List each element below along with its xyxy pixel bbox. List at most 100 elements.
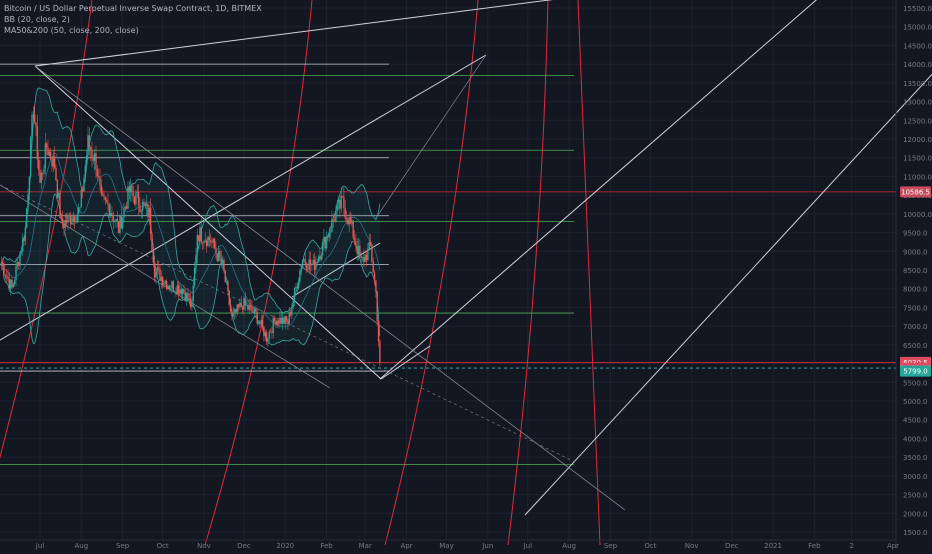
candle-body (323, 236, 325, 242)
candle-body (163, 282, 165, 286)
candle-body (344, 208, 346, 218)
candle-body (329, 231, 332, 233)
candle-body (44, 143, 47, 169)
candle-body (376, 291, 378, 322)
price-axis[interactable]: 15500.0 15000.0 14500.0 14000.0 13500.0 13000… (895, 0, 932, 550)
candle-body (176, 285, 178, 295)
candle-body (121, 217, 124, 229)
candle-body (247, 304, 249, 310)
candle-body (372, 261, 374, 273)
candle-body (16, 262, 19, 267)
candle-body (123, 208, 125, 218)
candle-body (29, 136, 32, 177)
candle-body (17, 262, 20, 266)
candle-body (303, 259, 305, 261)
price-badge-bg (900, 365, 931, 377)
candle-body (328, 232, 330, 238)
candle-body (316, 261, 318, 263)
candle-body (96, 169, 99, 177)
time-tick-label: Dec (725, 542, 739, 550)
candle-body (256, 311, 258, 324)
candle-body (145, 203, 148, 207)
pitchfork-median (0, 54, 487, 341)
time-axis[interactable]: Jul Aug Sep Oct Nov Dec 2020 Feb Mar Apr May Jun Jul… (0, 539, 899, 550)
candle-body (292, 300, 294, 308)
candle-body (12, 284, 15, 288)
candle-body (205, 240, 208, 247)
candle-body (356, 246, 358, 254)
candle-body (249, 305, 252, 307)
candle-body (219, 250, 221, 258)
candle-body (229, 304, 232, 312)
candle-body (171, 281, 173, 289)
time-tick-label: Apr (400, 542, 412, 550)
candle-body (167, 285, 169, 289)
candle-body (49, 151, 52, 160)
candle-body (28, 176, 31, 195)
candle-body (375, 280, 377, 292)
time-tick-label: Jun (481, 542, 493, 550)
candle-body (237, 304, 240, 308)
fib-arc-4 (577, 0, 601, 546)
candle-body (315, 261, 317, 270)
price-tick-label: 15500.0 (903, 5, 932, 13)
candle-body (111, 212, 113, 216)
candle-body (327, 236, 329, 238)
candle-body (127, 186, 129, 209)
candle-body (47, 147, 49, 156)
time-tick-label: Oct (157, 542, 169, 550)
candle-body (373, 272, 376, 281)
candle-body (155, 270, 157, 278)
candle-body (233, 309, 236, 313)
price-tick-label: 4500.0 (903, 417, 928, 425)
candle-body (189, 298, 192, 308)
candle-body (211, 242, 213, 243)
candle-body (135, 192, 137, 205)
candle-body (347, 219, 349, 225)
price-tick-label: 12500.0 (903, 117, 932, 125)
candle-body (141, 201, 144, 211)
candle-body (69, 215, 72, 225)
time-tick-label: Nov (197, 542, 211, 550)
candle-body (187, 293, 189, 301)
legend-bb: BB (20, close, 2) (4, 15, 70, 24)
candle-body (20, 251, 23, 253)
price-tick-label: 8000.0 (903, 286, 928, 294)
candle-body (95, 153, 97, 170)
candle-body (89, 146, 92, 151)
pitchfork-outer (524, 73, 932, 516)
candle-body (336, 202, 338, 212)
price-tick-label: 3000.0 (903, 473, 928, 481)
candle-body (84, 165, 87, 178)
candle-body (57, 192, 60, 198)
candle-body (183, 289, 185, 293)
candle-body (337, 199, 340, 203)
candle-body (309, 259, 312, 266)
candle-body (120, 215, 123, 229)
candle-body (231, 311, 233, 316)
candle-body (276, 320, 278, 325)
candle-body (107, 202, 109, 205)
long-diagonal (34, 65, 626, 511)
candle-body (351, 220, 353, 224)
candle-body (3, 264, 5, 276)
time-tick-label: May (439, 542, 453, 550)
candle-body (280, 317, 282, 324)
price-tick-label: 12000.0 (903, 136, 932, 144)
candle-body (345, 217, 348, 220)
time-tick-label: Feb (320, 542, 333, 550)
candle-body (199, 227, 201, 241)
candle-body (232, 312, 234, 316)
candle-body (43, 168, 45, 174)
candle-body (119, 215, 121, 234)
candle-body (83, 177, 85, 192)
candle-body (241, 306, 244, 310)
candle-body (296, 286, 298, 289)
candle-body (180, 289, 182, 295)
candle-body (275, 321, 277, 325)
candle-body (181, 289, 184, 295)
candle-body (105, 199, 108, 203)
price-tick-label: 7500.0 (903, 304, 928, 312)
